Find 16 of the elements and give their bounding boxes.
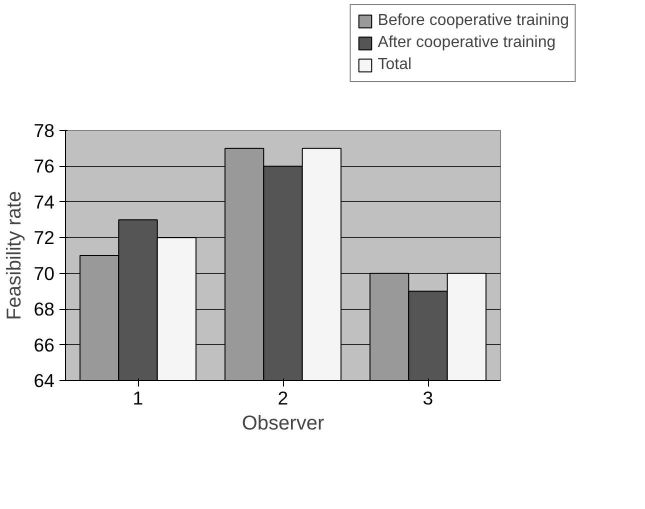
legend-label: Before cooperative training	[378, 11, 569, 31]
y-tick-label: 72	[34, 227, 55, 248]
y-tick-label: 66	[34, 334, 55, 356]
y-axis-title: Feasibility rate	[4, 191, 26, 320]
x-tick-label: 3	[422, 388, 434, 408]
y-tick-label: 70	[34, 262, 55, 284]
x-tick-label: 1	[132, 388, 144, 408]
x-tick-label: 2	[278, 388, 288, 408]
y-tick-label: 68	[34, 298, 55, 320]
y-tick-label: 64	[34, 370, 55, 391]
legend-label: Total	[378, 55, 412, 75]
x-axis-title: Observer	[242, 412, 324, 434]
y-tick-label: 78	[34, 120, 55, 141]
legend-label: After cooperative training	[378, 33, 556, 53]
y-tick-label: 76	[34, 156, 55, 177]
y-tick-label: 74	[34, 191, 55, 212]
